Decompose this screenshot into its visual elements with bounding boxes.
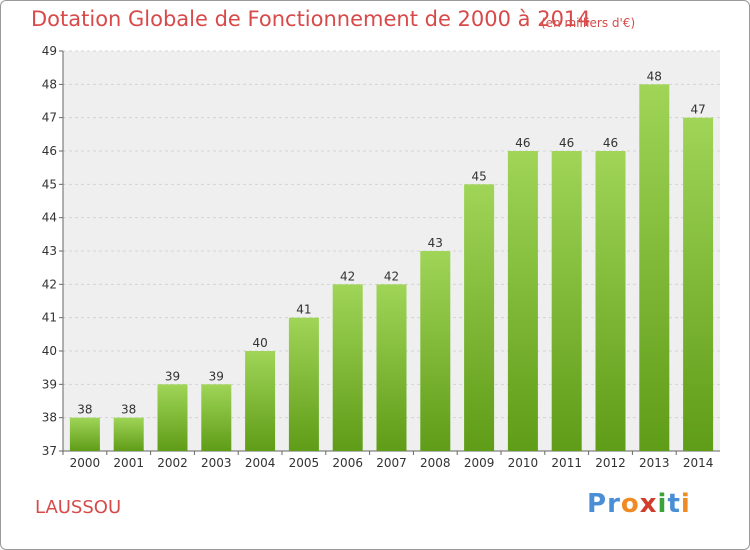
x-tick-label-2000: 2000 bbox=[70, 456, 101, 470]
y-tick-label: 39 bbox=[42, 377, 57, 391]
logo-letter: o bbox=[620, 489, 640, 519]
chart-subtitle: (en milliers d'€) bbox=[541, 16, 636, 30]
value-label-2007: 42 bbox=[384, 269, 399, 283]
x-tick-label-2007: 2007 bbox=[376, 456, 407, 470]
value-label-2013: 48 bbox=[647, 69, 662, 83]
y-tick-label: 48 bbox=[42, 77, 57, 91]
value-label-2005: 41 bbox=[296, 303, 311, 317]
x-tick-label-2012: 2012 bbox=[595, 456, 626, 470]
value-label-2003: 39 bbox=[209, 369, 224, 383]
y-tick-label: 40 bbox=[42, 344, 57, 358]
value-label-2009: 45 bbox=[471, 169, 486, 183]
value-label-2004: 40 bbox=[252, 336, 267, 350]
y-tick-label: 43 bbox=[42, 244, 57, 258]
bar-2005 bbox=[288, 317, 319, 451]
bar-2002 bbox=[157, 384, 188, 451]
logo-letter: t bbox=[667, 489, 681, 519]
bar-2010 bbox=[507, 151, 538, 451]
bar-2012 bbox=[595, 151, 626, 451]
y-tick-label: 46 bbox=[42, 144, 57, 158]
y-tick-label: 45 bbox=[42, 177, 57, 191]
bar-2009 bbox=[464, 184, 495, 452]
logo-letter: P bbox=[587, 489, 608, 519]
value-label-2001: 38 bbox=[121, 403, 136, 417]
y-tick-label: 44 bbox=[42, 211, 57, 225]
x-tick-label-2008: 2008 bbox=[420, 456, 451, 470]
bar-2000 bbox=[69, 417, 100, 451]
y-tick-label: 41 bbox=[42, 311, 57, 325]
bar-2007 bbox=[376, 284, 407, 451]
bar-2013 bbox=[639, 84, 670, 451]
value-label-2010: 46 bbox=[515, 136, 530, 150]
y-tick-label: 49 bbox=[42, 44, 57, 58]
value-label-2006: 42 bbox=[340, 269, 355, 283]
x-tick-label-2006: 2006 bbox=[332, 456, 363, 470]
x-tick-label-2003: 2003 bbox=[201, 456, 232, 470]
chart-title: Dotation Globale de Fonctionnement de 20… bbox=[31, 7, 591, 31]
value-label-2012: 46 bbox=[603, 136, 618, 150]
logo-letter: i bbox=[657, 489, 668, 519]
bar-2011 bbox=[551, 151, 582, 451]
proxiti-logo: Proxiti bbox=[587, 489, 691, 519]
value-label-2002: 39 bbox=[165, 369, 180, 383]
logo-letter: x bbox=[639, 489, 658, 519]
x-tick-label-2010: 2010 bbox=[508, 456, 539, 470]
bar-2006 bbox=[332, 284, 363, 451]
bar-2014 bbox=[683, 117, 714, 452]
logo-letter: i bbox=[680, 489, 691, 519]
value-label-2011: 46 bbox=[559, 136, 574, 150]
bar-2004 bbox=[245, 351, 276, 451]
value-label-2000: 38 bbox=[77, 403, 92, 417]
x-tick-label-2002: 2002 bbox=[157, 456, 188, 470]
y-tick-label: 47 bbox=[42, 111, 57, 125]
bar-2001 bbox=[113, 417, 144, 451]
logo-letter: r bbox=[607, 489, 621, 519]
y-tick-label: 37 bbox=[42, 444, 57, 458]
bar-2003 bbox=[201, 384, 232, 451]
value-label-2008: 43 bbox=[428, 236, 443, 250]
value-label-2014: 47 bbox=[690, 103, 705, 117]
x-tick-label-2005: 2005 bbox=[289, 456, 320, 470]
bar-2008 bbox=[420, 251, 451, 451]
y-tick-label: 38 bbox=[42, 411, 57, 425]
place-name: LAUSSOU bbox=[35, 497, 122, 518]
x-tick-label-2009: 2009 bbox=[464, 456, 495, 470]
x-tick-label-2004: 2004 bbox=[245, 456, 276, 470]
x-tick-label-2013: 2013 bbox=[639, 456, 670, 470]
x-tick-label-2001: 2001 bbox=[113, 456, 144, 470]
x-tick-label-2014: 2014 bbox=[683, 456, 714, 470]
x-tick-label-2011: 2011 bbox=[551, 456, 582, 470]
y-tick-label: 42 bbox=[42, 277, 57, 291]
